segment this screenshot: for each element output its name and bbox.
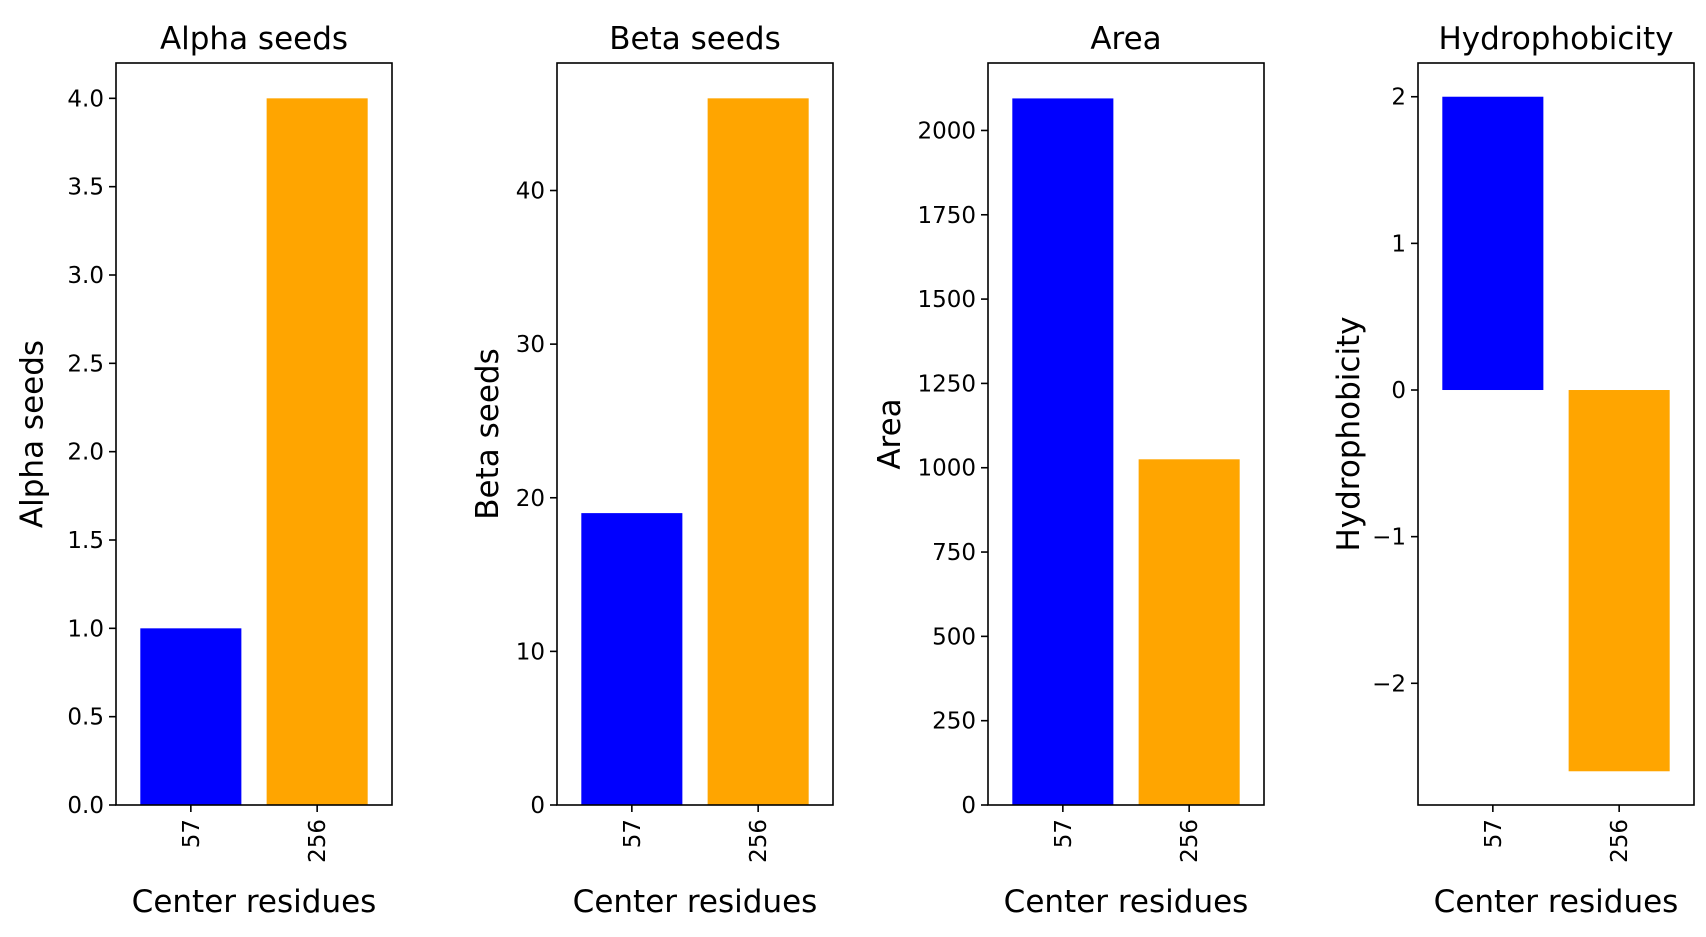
y-tick-label: 0 <box>530 793 545 819</box>
y-tick-label: 1000 <box>917 456 976 482</box>
y-tick-label: 1250 <box>917 371 976 397</box>
x-axis-label: Center residues <box>1434 884 1679 920</box>
y-tick-label: 2000 <box>917 118 976 144</box>
y-tick-label: 3.5 <box>67 175 104 201</box>
axes-frame <box>115 62 393 806</box>
y-tick-label: −2 <box>1372 671 1406 697</box>
x-tick-label: 57 <box>1051 819 1077 848</box>
y-axis-label: Hydrophobicity <box>1331 316 1367 551</box>
x-tick-label: 256 <box>305 819 331 863</box>
chart-title: Hydrophobicity <box>1438 21 1673 57</box>
x-tick-label: 256 <box>746 819 772 863</box>
x-tick-label: 256 <box>1177 819 1203 863</box>
x-axis-label: Center residues <box>573 884 818 920</box>
y-tick-label: 1.5 <box>67 528 104 554</box>
bar-256 <box>707 98 809 806</box>
x-tick-label: 57 <box>620 819 646 848</box>
y-tick-label: 40 <box>516 179 545 205</box>
bar-256 <box>1568 390 1670 772</box>
y-tick-label: 1 <box>1391 231 1406 257</box>
y-tick-label: 10 <box>516 639 545 665</box>
y-tick-label: 1500 <box>917 287 976 313</box>
y-tick-label: 3.0 <box>67 263 104 289</box>
y-tick-label: 750 <box>932 540 976 566</box>
bar-57 <box>1442 96 1544 391</box>
y-axis-label: Beta seeds <box>470 348 506 519</box>
y-tick-label: 0 <box>1391 378 1406 404</box>
y-tick-label: 0.0 <box>67 793 104 819</box>
y-tick-label: 0 <box>961 793 976 819</box>
y-axis-label: Area <box>872 398 908 469</box>
y-tick-label: 2 <box>1391 85 1406 111</box>
axes-frame <box>1417 62 1695 806</box>
bar-256 <box>266 98 368 806</box>
chart-title: Area <box>1090 21 1161 57</box>
y-tick-label: 30 <box>516 332 545 358</box>
chart-title: Beta seeds <box>609 21 780 57</box>
y-tick-label: 1.0 <box>67 616 104 642</box>
y-axis-label: Alpha seeds <box>15 340 51 528</box>
subplot-1: 0.0 0.5 1.0 1.5 2.0 2.5 3.0 3.5 4.0 57 256 Alpha se… <box>15 21 393 920</box>
x-tick-label: 256 <box>1607 819 1633 863</box>
subplot-3: 0 250 500 750 1000 1250 1500 1750 2000 57 256 Area C… <box>872 21 1265 920</box>
x-axis-label: Center residues <box>1004 884 1249 920</box>
y-tick-label: 2.0 <box>67 440 104 466</box>
y-tick-label: 250 <box>932 709 976 735</box>
y-tick-label: 4.0 <box>67 86 104 112</box>
bar-256 <box>1138 459 1240 805</box>
x-tick-label: 57 <box>1481 819 1507 848</box>
y-tick-label: 1750 <box>917 203 976 229</box>
bar-57 <box>1012 98 1114 805</box>
y-tick-label: 2.5 <box>67 351 104 377</box>
axes-frame <box>987 62 1265 806</box>
chart-title: Alpha seeds <box>160 21 348 57</box>
subplot-2: 0 10 20 30 40 57 256 Beta seeds Center residues B… <box>470 21 834 920</box>
y-tick-label: 500 <box>932 624 976 650</box>
bar-57 <box>581 513 683 805</box>
bar-57 <box>140 628 242 805</box>
y-tick-label: 0.5 <box>67 705 104 731</box>
axes-frame <box>556 62 834 806</box>
y-tick-label: 20 <box>516 486 545 512</box>
x-tick-label: 57 <box>179 819 205 848</box>
subplot-4: −2 −1 0 1 2 57 256 Hydrophobicity Center residue… <box>1331 21 1695 920</box>
x-axis-label: Center residues <box>132 884 377 920</box>
y-tick-label: −1 <box>1372 525 1406 551</box>
